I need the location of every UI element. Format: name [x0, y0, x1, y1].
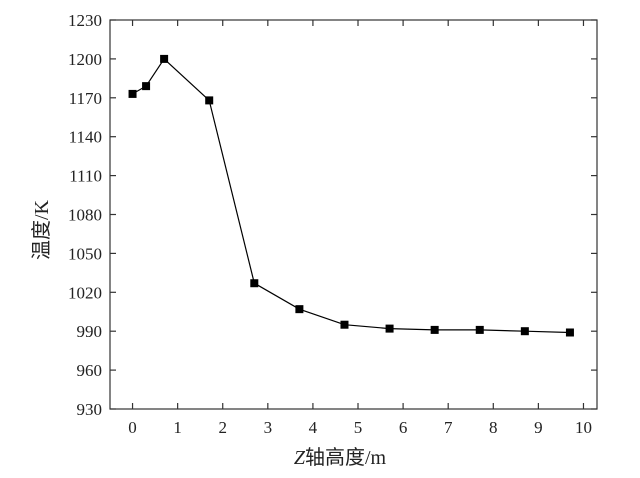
y-tick-label: 1020 [68, 283, 102, 302]
x-tick-label: 6 [399, 418, 408, 437]
x-tick-label: 10 [575, 418, 592, 437]
x-tick-label: 7 [444, 418, 453, 437]
x-tick-label: 5 [354, 418, 363, 437]
data-point [430, 325, 439, 334]
y-axis-label: 温度/K [30, 199, 53, 260]
y-tick-label: 1170 [69, 89, 102, 108]
x-axis-label-variable: Z [294, 447, 306, 469]
x-tick-label: 2 [218, 418, 227, 437]
plot-frame [109, 19, 598, 410]
x-tick-label: 8 [489, 418, 498, 437]
y-axis: 930 960 990 1020 1050 1080 1110 1140 1170 1200 123… [68, 11, 597, 419]
x-axis-label-rest: 轴高度/m [305, 446, 387, 469]
data-point [205, 96, 214, 105]
y-tick-label: 1080 [68, 206, 102, 225]
x-tick-label: 0 [128, 418, 137, 437]
y-tick-label: 1230 [68, 11, 102, 30]
data-point [385, 324, 394, 333]
y-tick-label: 930 [77, 400, 103, 419]
x-tick-label: 4 [309, 418, 318, 437]
y-tick-label: 1110 [69, 167, 102, 186]
data-point [142, 82, 151, 91]
x-tick-label: 3 [264, 418, 273, 437]
plot-area [109, 19, 598, 410]
y-tick-label: 1140 [69, 128, 102, 147]
data-point [340, 320, 349, 329]
y-tick-label: 1200 [68, 50, 102, 69]
y-tick-label: 990 [77, 322, 103, 341]
series-line [132, 57, 570, 334]
data-point [128, 89, 137, 98]
x-axis: 0 1 2 3 4 5 6 7 8 9 10 [128, 20, 592, 437]
data-point [160, 54, 169, 63]
data-point [565, 328, 574, 337]
x-axis-label: Z轴高度/m [294, 446, 387, 469]
y-tick-label: 1050 [68, 244, 102, 263]
data-point [520, 327, 529, 336]
y-tick-label: 960 [77, 361, 103, 380]
x-tick-label: 1 [173, 418, 182, 437]
x-tick-label: 9 [534, 418, 543, 437]
data-point [295, 305, 304, 314]
data-series [128, 54, 574, 337]
data-point [475, 325, 484, 334]
data-point [250, 279, 259, 288]
